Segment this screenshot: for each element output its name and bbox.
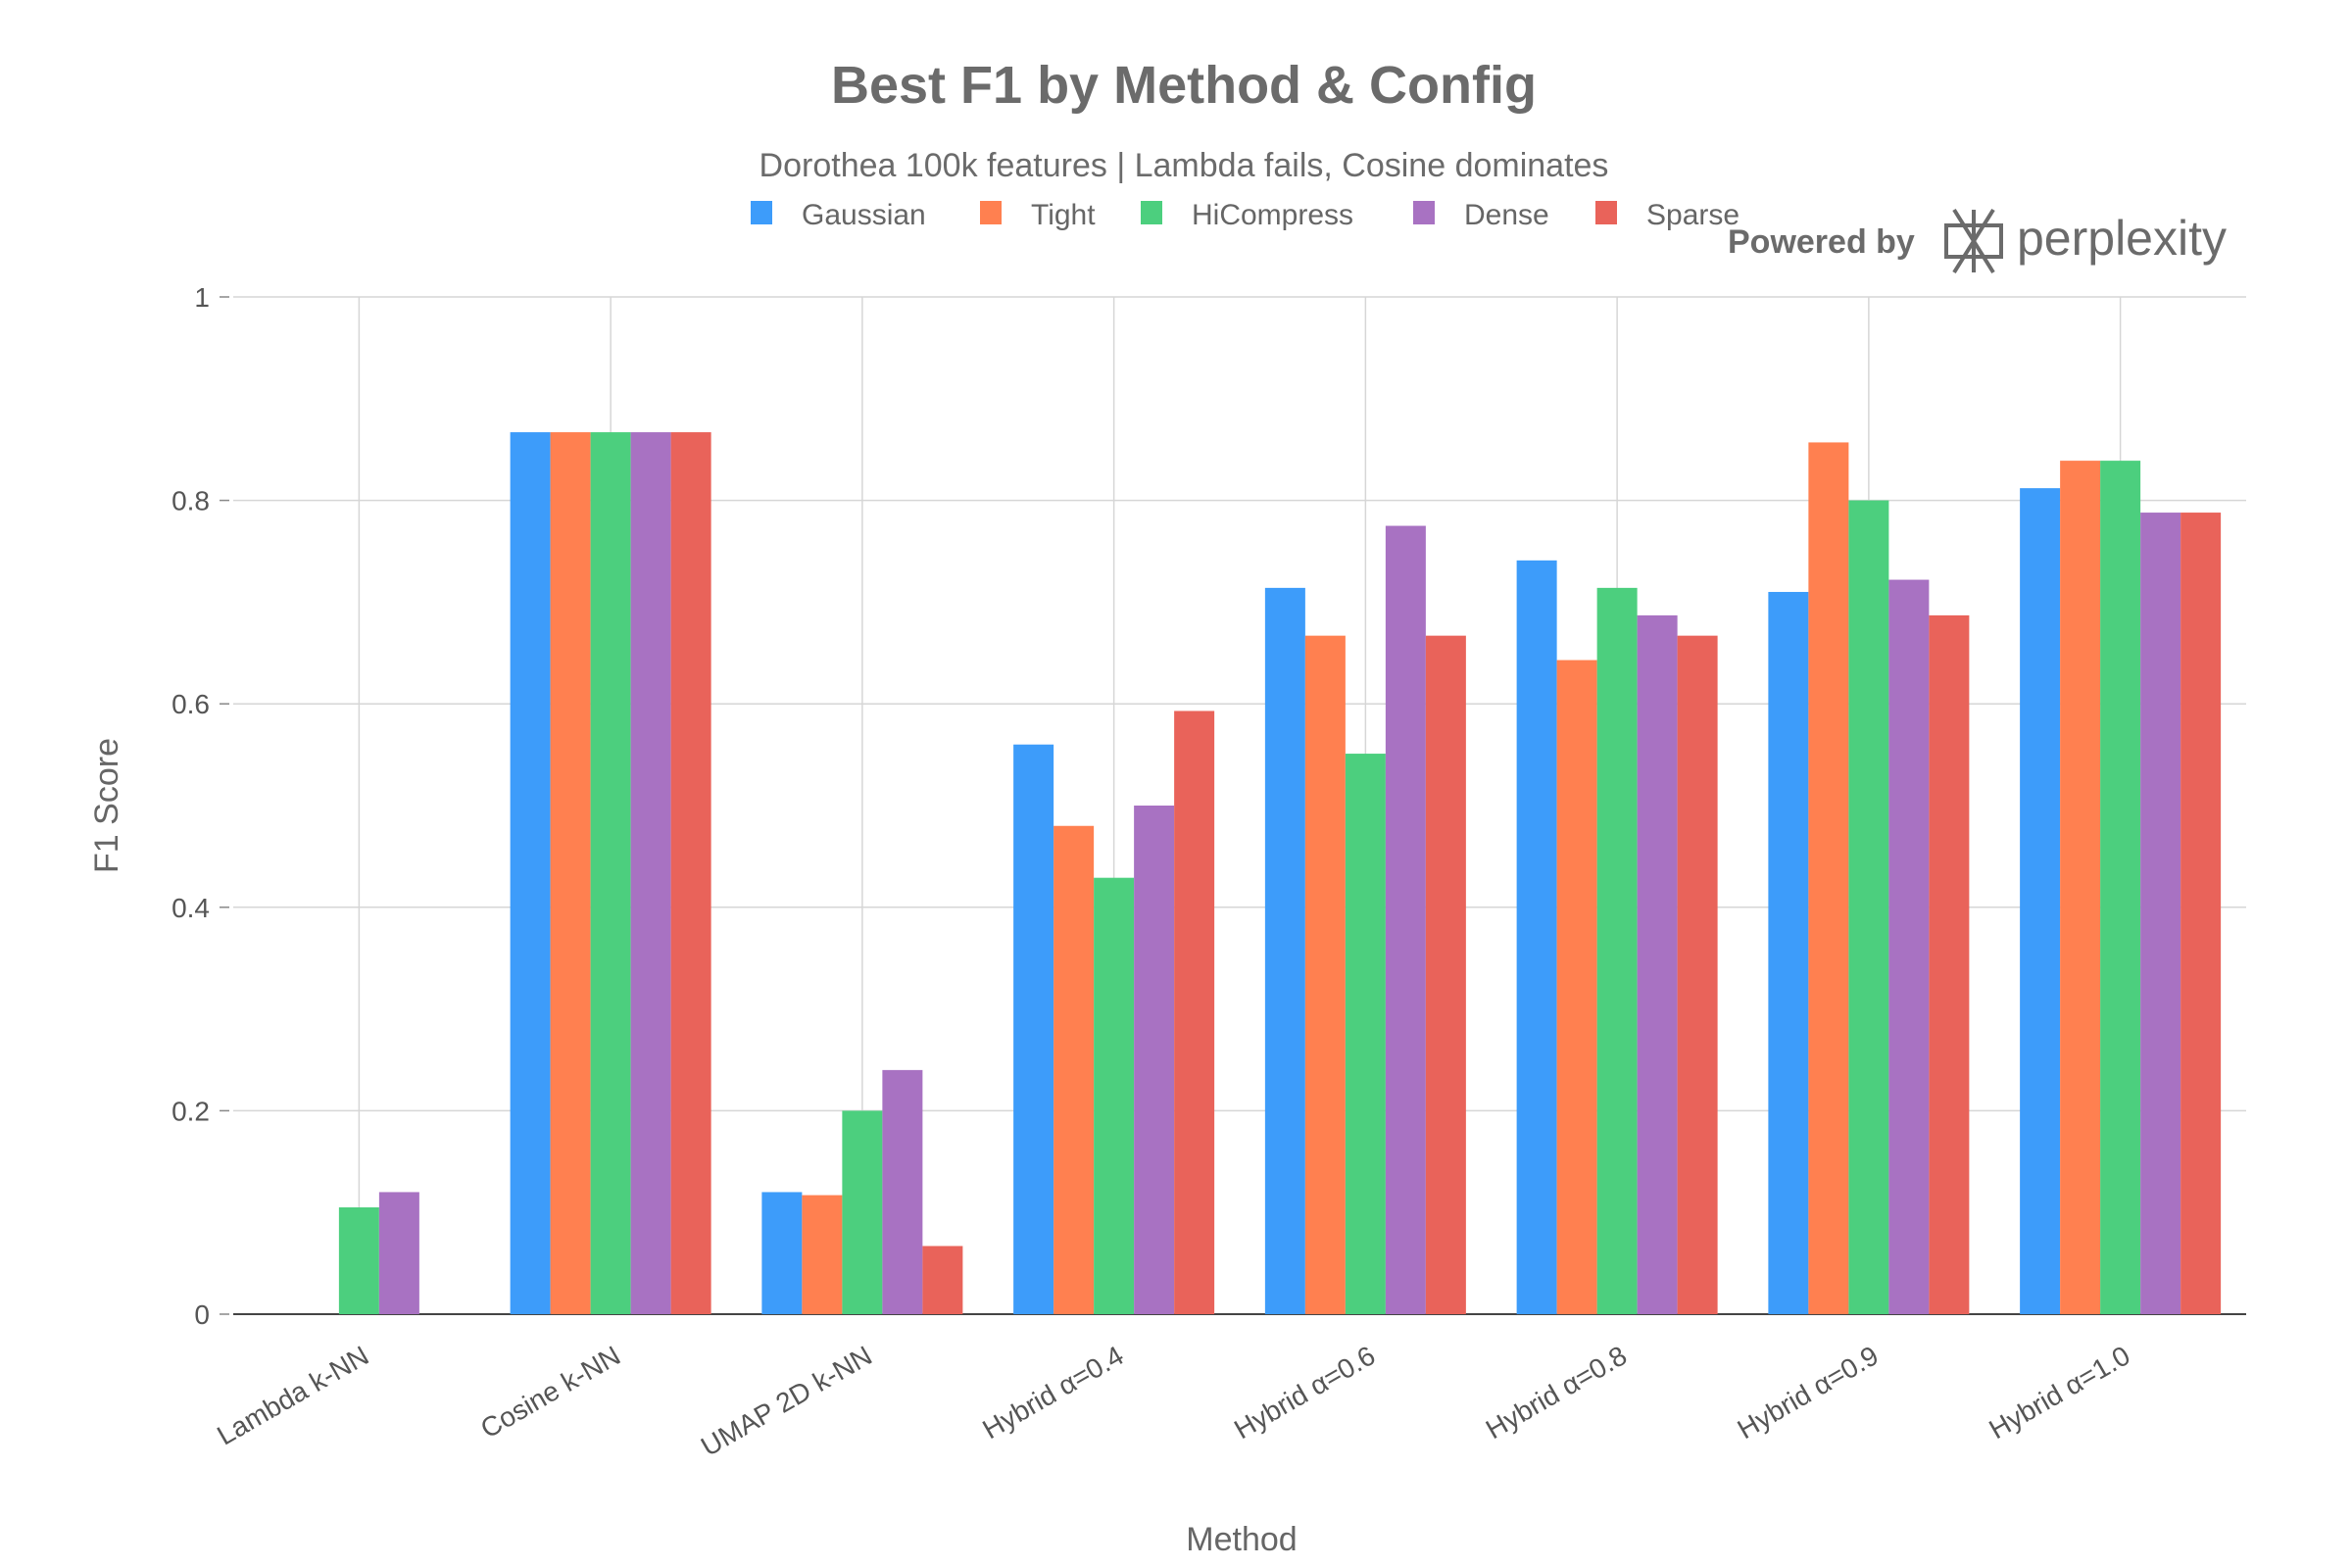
bar-gaussian-1	[510, 432, 551, 1315]
bar-dense-3	[1134, 806, 1175, 1314]
bar-tight-4	[1304, 635, 1346, 1314]
bar-hicompress-1	[590, 432, 631, 1315]
bar-sparse-4	[1425, 635, 1466, 1314]
bar-dense-5	[1637, 614, 1678, 1314]
bar-hicompress-2	[842, 1110, 883, 1314]
x-tick-label: Hybrid α=0.9	[1733, 1340, 1884, 1445]
legend: Gaussian Tight HiCompress Dense Sparse	[751, 199, 1740, 231]
x-axis-label: Method	[1186, 1521, 1297, 1558]
bar-dense-4	[1385, 525, 1426, 1314]
y-axis-label: F1 Score	[88, 738, 125, 873]
x-tick-label: Hybrid α=0.8	[1481, 1340, 1632, 1445]
bar-gaussian-6	[1768, 592, 1809, 1314]
bar-tight-6	[1808, 442, 1849, 1315]
y-tick-label: 0.8	[172, 486, 210, 516]
bar-hicompress-6	[1848, 500, 1889, 1315]
bar-dense-6	[1888, 579, 1930, 1314]
chart-subtitle: Dorothea 100k features | Lambda fails, C…	[760, 147, 1609, 184]
bar-hicompress-4	[1345, 754, 1386, 1314]
y-tick-label: 0	[194, 1299, 210, 1330]
bar-sparse-6	[1929, 614, 1970, 1314]
perplexity-logo-icon	[1944, 208, 2003, 274]
bar-tight-2	[802, 1195, 843, 1314]
bar-dense-1	[630, 432, 671, 1315]
perplexity-branding: Powered by perplexity	[1728, 208, 2227, 274]
bar-tight-5	[1556, 660, 1597, 1314]
legend-label-hicompress: HiCompress	[1192, 199, 1353, 231]
legend-swatch-tight	[980, 201, 1002, 224]
legend-swatch-gaussian	[751, 201, 772, 224]
y-tick-label: 1	[194, 282, 210, 313]
legend-swatch-dense	[1413, 201, 1435, 224]
y-axis-ticks: 0 0.2 0.4 0.6 0.8 1	[172, 282, 229, 1330]
bar-tight-7	[2060, 461, 2101, 1314]
bar-sparse-2	[922, 1246, 963, 1314]
bar-sparse-1	[670, 432, 711, 1315]
bar-dense-7	[2140, 513, 2181, 1314]
x-tick-label: Hybrid α=1.0	[1984, 1340, 2134, 1445]
y-tick-label: 0.2	[172, 1096, 210, 1126]
chart-title: Best F1 by Method & Config	[831, 56, 1537, 115]
bar-gaussian-2	[761, 1192, 803, 1314]
x-tick-label: Hybrid α=0.4	[977, 1340, 1128, 1445]
bar-sparse-5	[1677, 635, 1718, 1314]
perplexity-wordmark: perplexity	[2017, 211, 2227, 266]
legend-swatch-hicompress	[1141, 201, 1162, 224]
x-tick-label: Hybrid α=0.6	[1229, 1340, 1380, 1445]
powered-by-text: Powered by	[1728, 223, 1915, 261]
legend-swatch-sparse	[1595, 201, 1617, 224]
bar-tight-3	[1054, 825, 1095, 1314]
bar-gaussian-5	[1516, 560, 1557, 1314]
x-tick-label: Cosine k-NN	[475, 1340, 625, 1444]
x-tick-label: Lambda k-NN	[212, 1340, 373, 1450]
bar-gaussian-3	[1013, 744, 1054, 1314]
bar-hicompress-7	[2100, 461, 2141, 1314]
bar-hicompress-5	[1596, 587, 1638, 1314]
legend-label-sparse: Sparse	[1646, 199, 1740, 231]
legend-label-gaussian: Gaussian	[802, 199, 926, 231]
bar-sparse-7	[2180, 513, 2222, 1314]
bar-gaussian-4	[1264, 587, 1305, 1314]
bar-gaussian-7	[2020, 488, 2061, 1314]
bar-sparse-3	[1174, 710, 1215, 1314]
bar-dense-2	[882, 1069, 923, 1314]
bars	[338, 432, 2222, 1315]
bar-hicompress-0	[338, 1207, 379, 1314]
bar-dense-0	[378, 1192, 419, 1314]
bar-hicompress-3	[1094, 877, 1135, 1314]
y-tick-label: 0.4	[172, 893, 210, 923]
y-tick-label: 0.6	[172, 689, 210, 719]
bar-tight-1	[550, 432, 591, 1315]
legend-label-dense: Dense	[1464, 199, 1549, 231]
legend-label-tight: Tight	[1031, 199, 1096, 231]
x-axis-ticks: Lambda k-NN Cosine k-NN UMAP 2D k-NN Hybrid…	[212, 1340, 2134, 1462]
x-tick-label: UMAP 2D k-NN	[696, 1340, 877, 1462]
